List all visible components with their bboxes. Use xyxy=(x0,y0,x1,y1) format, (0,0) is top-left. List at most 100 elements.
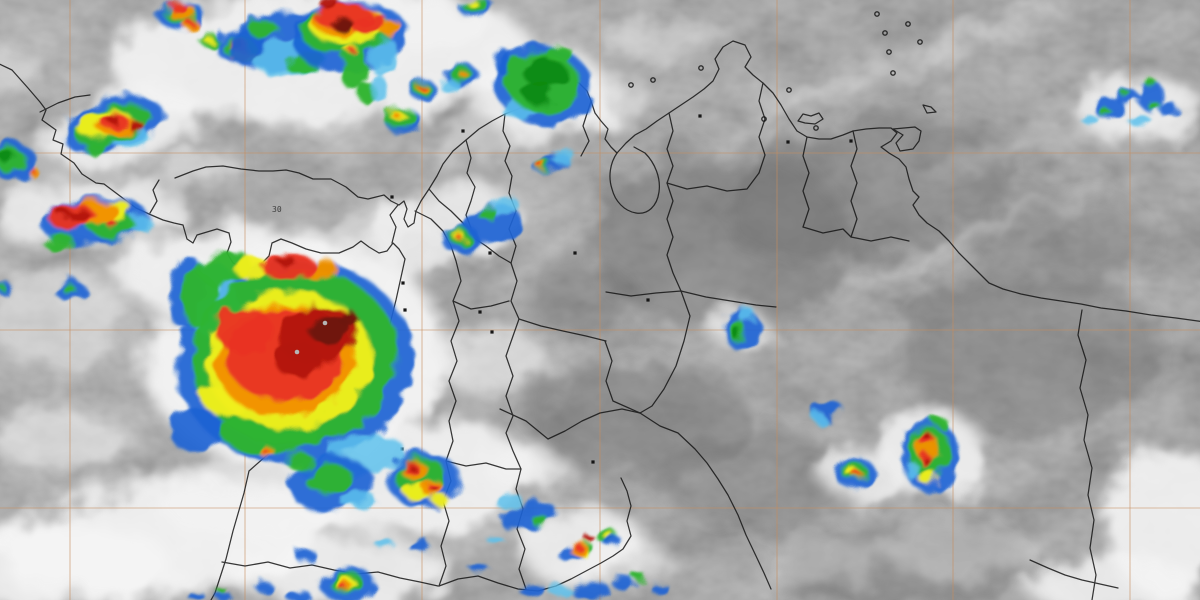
storm-blob-c xyxy=(491,196,519,216)
storm-blob-c xyxy=(1128,114,1150,126)
small-island xyxy=(813,125,819,131)
storm-blob-r xyxy=(31,169,35,173)
storm-blob-r xyxy=(348,47,356,53)
storm-blob-y xyxy=(431,495,449,505)
storm-blob-o xyxy=(393,113,401,119)
storm-blob-b xyxy=(408,539,430,551)
storm-core-specks xyxy=(294,320,328,355)
colombia-peru-border xyxy=(438,477,632,592)
storm-blob-g xyxy=(1144,78,1156,86)
storm-blob-G xyxy=(523,83,555,105)
storm-blob-R xyxy=(584,535,594,541)
storm-blob-M xyxy=(332,18,354,32)
venezuela-state-border-south xyxy=(802,226,910,242)
storm-blob-R xyxy=(432,487,438,491)
storm-blob-g xyxy=(340,46,368,90)
small-island xyxy=(786,87,792,93)
storm-blob-b xyxy=(168,408,224,452)
storm-blob-G xyxy=(0,151,15,163)
storm-blob-b xyxy=(518,583,544,595)
trinidad-island-outline xyxy=(892,126,922,152)
bright-cloud-mass xyxy=(160,150,240,190)
storm-blob-c xyxy=(738,308,756,322)
city-dot xyxy=(646,298,650,302)
city-dot xyxy=(573,251,577,255)
storm-blob-g xyxy=(1099,108,1111,116)
station-label: 30 xyxy=(272,205,282,214)
storm-blob-c xyxy=(496,493,522,509)
city-dot xyxy=(390,195,394,199)
storm-blob-b xyxy=(603,535,621,547)
storm-blob-r xyxy=(340,585,348,591)
storm-blob-g xyxy=(62,285,76,293)
storm-blob-r xyxy=(855,472,861,476)
storm-blob-c xyxy=(369,36,397,76)
colombia-meta-border xyxy=(518,318,607,342)
city-dot xyxy=(490,330,494,334)
storm-blob-g xyxy=(1148,102,1160,110)
storm-blob-c xyxy=(813,414,827,424)
storm-blob-g xyxy=(217,587,225,593)
tobago-island-outline xyxy=(922,104,937,114)
storm-blob-r xyxy=(537,163,543,167)
small-island xyxy=(761,116,767,122)
colombia-department-borders-bolivar xyxy=(465,139,476,229)
storm-blob-y xyxy=(468,1,478,7)
storm-blob-R xyxy=(106,115,118,123)
small-island xyxy=(698,65,704,71)
small-islands-layer xyxy=(628,11,923,131)
city-dot xyxy=(461,129,465,133)
dark-cloud-mass xyxy=(900,270,1160,430)
storm-blob-R xyxy=(57,209,71,217)
storm-blob-R xyxy=(274,343,322,377)
bright-cloud-mass xyxy=(835,178,1115,292)
bright-cloud-mass xyxy=(600,17,720,63)
bright-cloud-mass xyxy=(0,270,130,370)
storm-blob-b xyxy=(1160,103,1178,117)
storm-blob-R xyxy=(129,122,145,132)
storm-blob-g xyxy=(530,515,548,525)
bright-cloud-mass xyxy=(0,520,170,600)
dark-cloud-mass xyxy=(520,260,640,340)
storm-blob-g xyxy=(932,416,946,426)
city-dot xyxy=(488,251,492,255)
venezuela-state-border-carabobo xyxy=(758,82,766,174)
panama-colombia-border xyxy=(389,204,399,244)
storm-blob-b xyxy=(253,580,271,590)
colombia-department-border-central xyxy=(445,460,522,470)
storm-blob-b xyxy=(613,577,635,591)
storm-blob-r xyxy=(352,13,386,35)
small-island xyxy=(628,82,634,88)
costa-rica-panama-border xyxy=(149,179,160,214)
storm-blob-g xyxy=(197,251,253,285)
dark-cloud-mass xyxy=(660,430,860,530)
storm-blob-r xyxy=(262,449,268,453)
storm-blob-o xyxy=(378,20,400,34)
small-island xyxy=(874,11,880,17)
venezuela-state-border-anzoategui xyxy=(850,130,858,238)
bright-cloud-mass xyxy=(1103,445,1200,595)
guajira-department-border xyxy=(580,100,592,157)
small-island xyxy=(890,70,896,76)
nicaragua-inland-border xyxy=(39,94,91,113)
central-america-pacific-coastline xyxy=(0,63,230,244)
storm-blob-y xyxy=(918,472,938,484)
city-dot xyxy=(698,114,702,118)
lake-maracaibo-outline xyxy=(609,146,661,214)
city-dot xyxy=(478,310,482,314)
storm-blob-c xyxy=(370,76,388,102)
colombia-venezuela-border-orinoco xyxy=(639,412,772,590)
storm-blob-R xyxy=(924,460,932,466)
bright-cloud-mass xyxy=(330,205,430,255)
bright-cloud-mass xyxy=(570,535,670,585)
storm-blob-g xyxy=(546,45,572,63)
storm-blob-r xyxy=(216,307,272,353)
storm-blob-r xyxy=(185,19,193,25)
storm-blob-g xyxy=(477,206,495,218)
colombia-department-borders-cesar xyxy=(502,113,517,264)
storm-blob-b xyxy=(287,592,313,600)
storm-blob-M xyxy=(339,312,359,326)
bright-cloud-mass xyxy=(760,535,880,585)
storm-blob-G xyxy=(731,327,741,339)
